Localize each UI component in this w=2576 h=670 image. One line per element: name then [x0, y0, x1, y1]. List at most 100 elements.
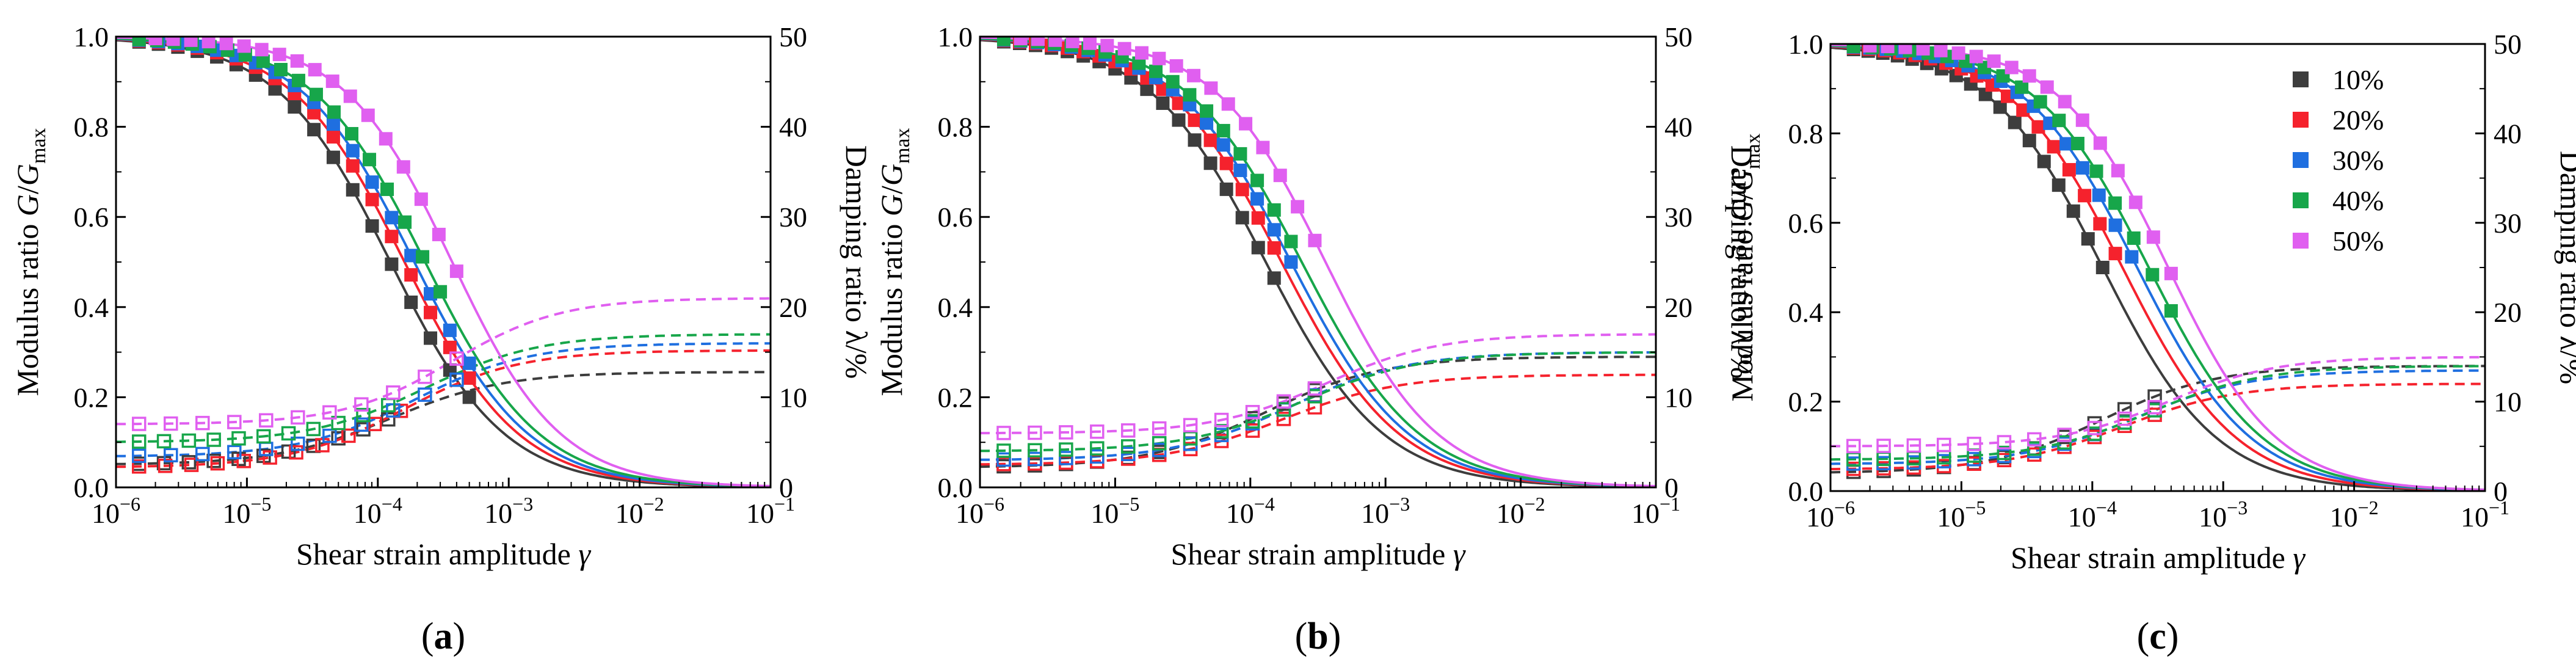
- modulus-point-50%: [219, 37, 233, 51]
- modulus-point-40%: [2052, 114, 2066, 128]
- y-right-tick-label: 20: [1664, 292, 1693, 323]
- panel-label-open: (: [1295, 616, 1308, 657]
- damping-point-30%: [354, 417, 369, 432]
- modulus-point-40%: [1267, 203, 1281, 217]
- modulus-point-40%: [2146, 268, 2160, 282]
- y-right-tick-label: 30: [1664, 202, 1693, 233]
- damping-point-30%: [1028, 451, 1042, 467]
- legend-marker-10%: [2293, 71, 2309, 87]
- x-tick-base: 10: [2461, 501, 2489, 533]
- damping-point-50%: [1937, 437, 1951, 453]
- damping-point-30%: [132, 448, 147, 464]
- damping-point-40%: [1028, 443, 1042, 458]
- modulus-point-20%: [346, 159, 360, 173]
- damping-point-30%: [449, 372, 464, 387]
- modulus-point-50%: [2022, 69, 2036, 83]
- modulus-point-50%: [201, 37, 216, 49]
- damping-point-50%: [1028, 425, 1042, 440]
- axes-frame: [1829, 43, 2486, 492]
- y-left-tick-label: 1.0: [938, 21, 973, 53]
- modulus-point-40%: [2127, 231, 2141, 245]
- modulus-point-40%: [1233, 147, 1247, 161]
- damping-point-50%: [1214, 412, 1229, 428]
- damping-point-50%: [132, 417, 147, 431]
- modulus-point-50%: [1898, 44, 1912, 54]
- damping-point-50%: [195, 415, 210, 431]
- y-left-title-Gmax-sub: max: [27, 128, 50, 164]
- x-tick-label: 10−5: [222, 493, 271, 529]
- damping-point-50%: [291, 410, 305, 425]
- damping-curve-40%: [116, 333, 771, 443]
- modulus-point-50%: [1117, 42, 1131, 56]
- x-tick-exponent: −1: [2489, 497, 2509, 519]
- y-left-title-Gmax-sub: max: [1742, 133, 1765, 169]
- plot-area: [1830, 44, 2485, 491]
- damping-point-40%: [1090, 441, 1105, 456]
- damping-point-50%: [1997, 435, 2012, 450]
- modulus-point-40%: [2033, 95, 2047, 109]
- x-tick-base: 10: [1226, 498, 1254, 529]
- y-right-axis-title: Damping ratio λ/%: [1725, 145, 1759, 379]
- modulus-point-30%: [462, 356, 476, 370]
- modulus-point-40%: [2108, 196, 2122, 210]
- legend-label-40%: 40%: [2332, 185, 2384, 216]
- damping-point-50%: [1183, 418, 1198, 432]
- panel-label: (c): [2137, 616, 2179, 657]
- damping-point-40%: [156, 434, 172, 449]
- x-tick-exponent: −1: [774, 493, 795, 515]
- modulus-point-50%: [308, 63, 322, 77]
- y-right-tick-label: 10: [2494, 387, 2522, 418]
- y-left-title-text: Modulus ratio: [10, 216, 45, 396]
- x-tick-exponent: −6: [120, 493, 140, 515]
- modulus-point-50%: [1273, 169, 1287, 183]
- y-left-tick-label: 0.4: [74, 292, 109, 323]
- modulus-curve-40%: [1830, 44, 2485, 491]
- x-tick-exponent: −2: [644, 493, 664, 515]
- x-tick-label: 10−3: [484, 493, 533, 529]
- damping-point-50%: [2027, 432, 2042, 447]
- modulus-point-50%: [148, 37, 162, 46]
- damping-point-40%: [231, 431, 246, 446]
- y-left-title-G: G: [1725, 200, 1759, 222]
- modulus-curve-20%: [116, 38, 771, 487]
- x-tick-label: 10−6: [956, 493, 1004, 529]
- damping-point-20%: [315, 438, 330, 453]
- x-tick-exponent: −4: [1254, 493, 1275, 515]
- modulus-point-50%: [414, 192, 428, 206]
- damping-point-30%: [418, 387, 432, 402]
- modulus-point-10%: [307, 123, 321, 137]
- damping-point-50%: [449, 351, 464, 366]
- y-right-axis-title: Damping ratio λ/%: [840, 145, 874, 379]
- y-left-axis-title: Modulus ratio G/Gmax: [874, 128, 914, 396]
- x-tick-base: 10: [1806, 501, 1834, 533]
- x-axis-title-text: Shear strain amplitude: [2011, 541, 2293, 575]
- modulus-curve-50%: [980, 37, 1656, 487]
- damping-point-40%: [1276, 402, 1291, 417]
- modulus-point-50%: [166, 37, 180, 46]
- modulus-point-20%: [2047, 140, 2061, 154]
- modulus-point-30%: [1233, 163, 1247, 177]
- damping-point-40%: [281, 426, 296, 441]
- damping-point-10%: [2147, 389, 2162, 404]
- modulus-point-40%: [1846, 44, 1860, 54]
- y-left-tick-label: 0.6: [1788, 208, 1824, 239]
- modulus-point-50%: [2075, 113, 2089, 127]
- damping-point-50%: [1276, 394, 1291, 409]
- damping-point-40%: [1997, 445, 2012, 461]
- damping-point-50%: [1307, 381, 1322, 396]
- axes-frame: [115, 35, 772, 489]
- legend-label-10%: 10%: [2332, 64, 2384, 95]
- modulus-point-20%: [1172, 96, 1186, 111]
- modulus-point-30%: [2108, 218, 2122, 232]
- panel-label-close: ): [453, 616, 466, 657]
- damping-point-40%: [2057, 435, 2072, 450]
- damping-point-50%: [996, 426, 1011, 440]
- modulus-point-30%: [1200, 116, 1214, 130]
- damping-point-30%: [195, 446, 210, 462]
- modulus-point-30%: [1216, 138, 1230, 152]
- modulus-point-50%: [1951, 46, 1965, 60]
- x-tick-base: 10: [2330, 501, 2358, 533]
- y-left-tick-label: 0.2: [938, 382, 973, 413]
- modulus-point-50%: [2164, 266, 2178, 280]
- damping-point-50%: [1906, 438, 1921, 453]
